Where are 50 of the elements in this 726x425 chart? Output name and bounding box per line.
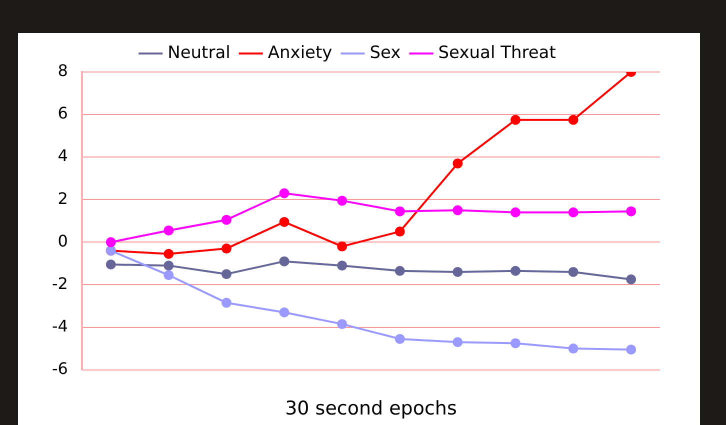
point — [568, 114, 578, 125]
point — [394, 206, 405, 216]
point — [394, 266, 405, 276]
x-axis-title: 30 second epochs — [285, 398, 457, 420]
point — [221, 214, 232, 225]
point — [452, 205, 463, 216]
legend-label: Neutral — [168, 42, 230, 63]
point — [452, 337, 463, 348]
y-tick-label: 8 — [58, 61, 68, 80]
point — [452, 158, 463, 168]
point — [279, 256, 290, 266]
point — [221, 244, 232, 254]
y-tick-label: -2 — [52, 274, 68, 293]
point — [337, 260, 348, 271]
point — [164, 248, 174, 259]
point — [337, 241, 348, 252]
point — [394, 334, 405, 344]
point — [510, 266, 520, 276]
point — [568, 266, 578, 277]
point — [164, 225, 174, 236]
point — [568, 207, 578, 218]
point — [626, 206, 636, 216]
y-tick-label: -4 — [52, 316, 68, 336]
point — [626, 274, 636, 284]
point — [106, 260, 116, 270]
y-tick-label: 6 — [58, 104, 68, 123]
point — [510, 207, 520, 218]
y-tick-label: -6 — [52, 358, 68, 378]
point — [510, 338, 520, 348]
legend-label: Sex — [370, 42, 401, 63]
point — [279, 307, 290, 318]
point — [221, 269, 232, 280]
point — [337, 196, 348, 206]
y-tick-label: 4 — [58, 146, 68, 166]
point — [221, 298, 232, 308]
point — [626, 344, 636, 355]
y-tick-label: 0 — [58, 231, 68, 250]
point — [568, 344, 578, 354]
point — [510, 114, 520, 125]
point — [394, 226, 405, 237]
point — [452, 266, 463, 277]
point — [164, 270, 174, 280]
point — [279, 188, 290, 198]
legend-label: Anxiety — [268, 42, 332, 63]
y-tick-label: 2 — [58, 188, 68, 208]
point — [279, 216, 290, 227]
point — [164, 260, 174, 271]
point — [106, 237, 116, 248]
legend-label: Sexual Threat — [438, 42, 556, 63]
point — [337, 319, 348, 330]
